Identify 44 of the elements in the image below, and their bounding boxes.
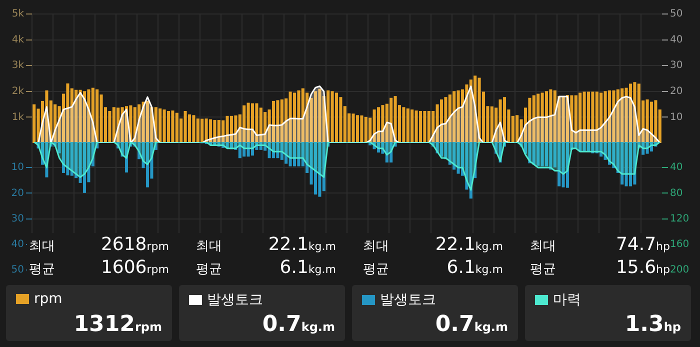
text: 1312rpm xyxy=(74,312,162,337)
y2-tick-label: 50 xyxy=(670,8,683,20)
y2-tick-label: 20 xyxy=(670,86,683,97)
y-tick-label: 3k xyxy=(12,60,24,72)
y2-tick-label: 80 xyxy=(670,188,683,199)
annotation: 2618rpm xyxy=(100,234,169,255)
y-tick-label: 30 xyxy=(11,213,24,224)
annotation: 최대 xyxy=(29,238,55,255)
text: 0.7kg.m xyxy=(435,312,508,337)
annotation: 최대 xyxy=(363,238,389,255)
annotation: 22.1kg.m xyxy=(268,234,336,255)
y-tick-label: 10 xyxy=(11,162,24,174)
y2-tick-label: 160 xyxy=(670,238,690,250)
y2-tick-label: 200 xyxy=(670,264,690,276)
y-tick-label: 1k xyxy=(12,112,24,123)
y-tick-label: 50 xyxy=(11,264,24,276)
legend-label: 마력 xyxy=(553,291,581,309)
annotation: 1606rpm xyxy=(100,257,169,278)
annotation: 평균 xyxy=(363,261,389,278)
y-tick-label: 40 xyxy=(11,238,24,250)
text: 0.7kg.m xyxy=(262,312,335,337)
y2-tick-label: 10 xyxy=(670,112,683,123)
annotation: 22.1kg.m xyxy=(435,234,503,255)
y2-tick-label: 40 xyxy=(670,162,683,174)
annotation: 6.1kg.m xyxy=(446,257,503,278)
y-tick-label: 20 xyxy=(11,188,24,199)
y2-tick-label: 30 xyxy=(670,60,683,72)
annotation: 평균 xyxy=(29,261,55,278)
text: 1.3hp xyxy=(624,312,681,337)
legend-label: 발생토크 xyxy=(380,291,436,309)
annotation: 최대 xyxy=(530,238,556,255)
legend-label: 발생토크 xyxy=(207,291,263,309)
y-tick-label: 4k xyxy=(12,34,24,46)
y-tick-label: 5k xyxy=(12,8,24,20)
annotation: 15.6hp xyxy=(616,257,670,278)
annotation: 6.1kg.m xyxy=(280,257,336,278)
annotation: 평균 xyxy=(530,261,556,278)
y2-tick-label: 40 xyxy=(670,34,683,46)
legend-label: rpm xyxy=(34,291,62,307)
annotation: 74.7hp xyxy=(616,234,670,255)
annotation: 최대 xyxy=(196,238,222,255)
y-tick-label: 2k xyxy=(12,86,24,97)
annotation: 평균 xyxy=(196,261,222,278)
y2-tick-label: 120 xyxy=(670,213,690,224)
